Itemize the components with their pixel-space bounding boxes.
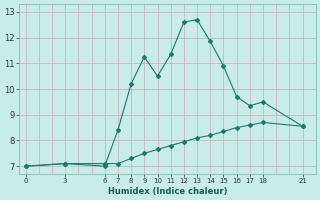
- X-axis label: Humidex (Indice chaleur): Humidex (Indice chaleur): [108, 187, 227, 196]
